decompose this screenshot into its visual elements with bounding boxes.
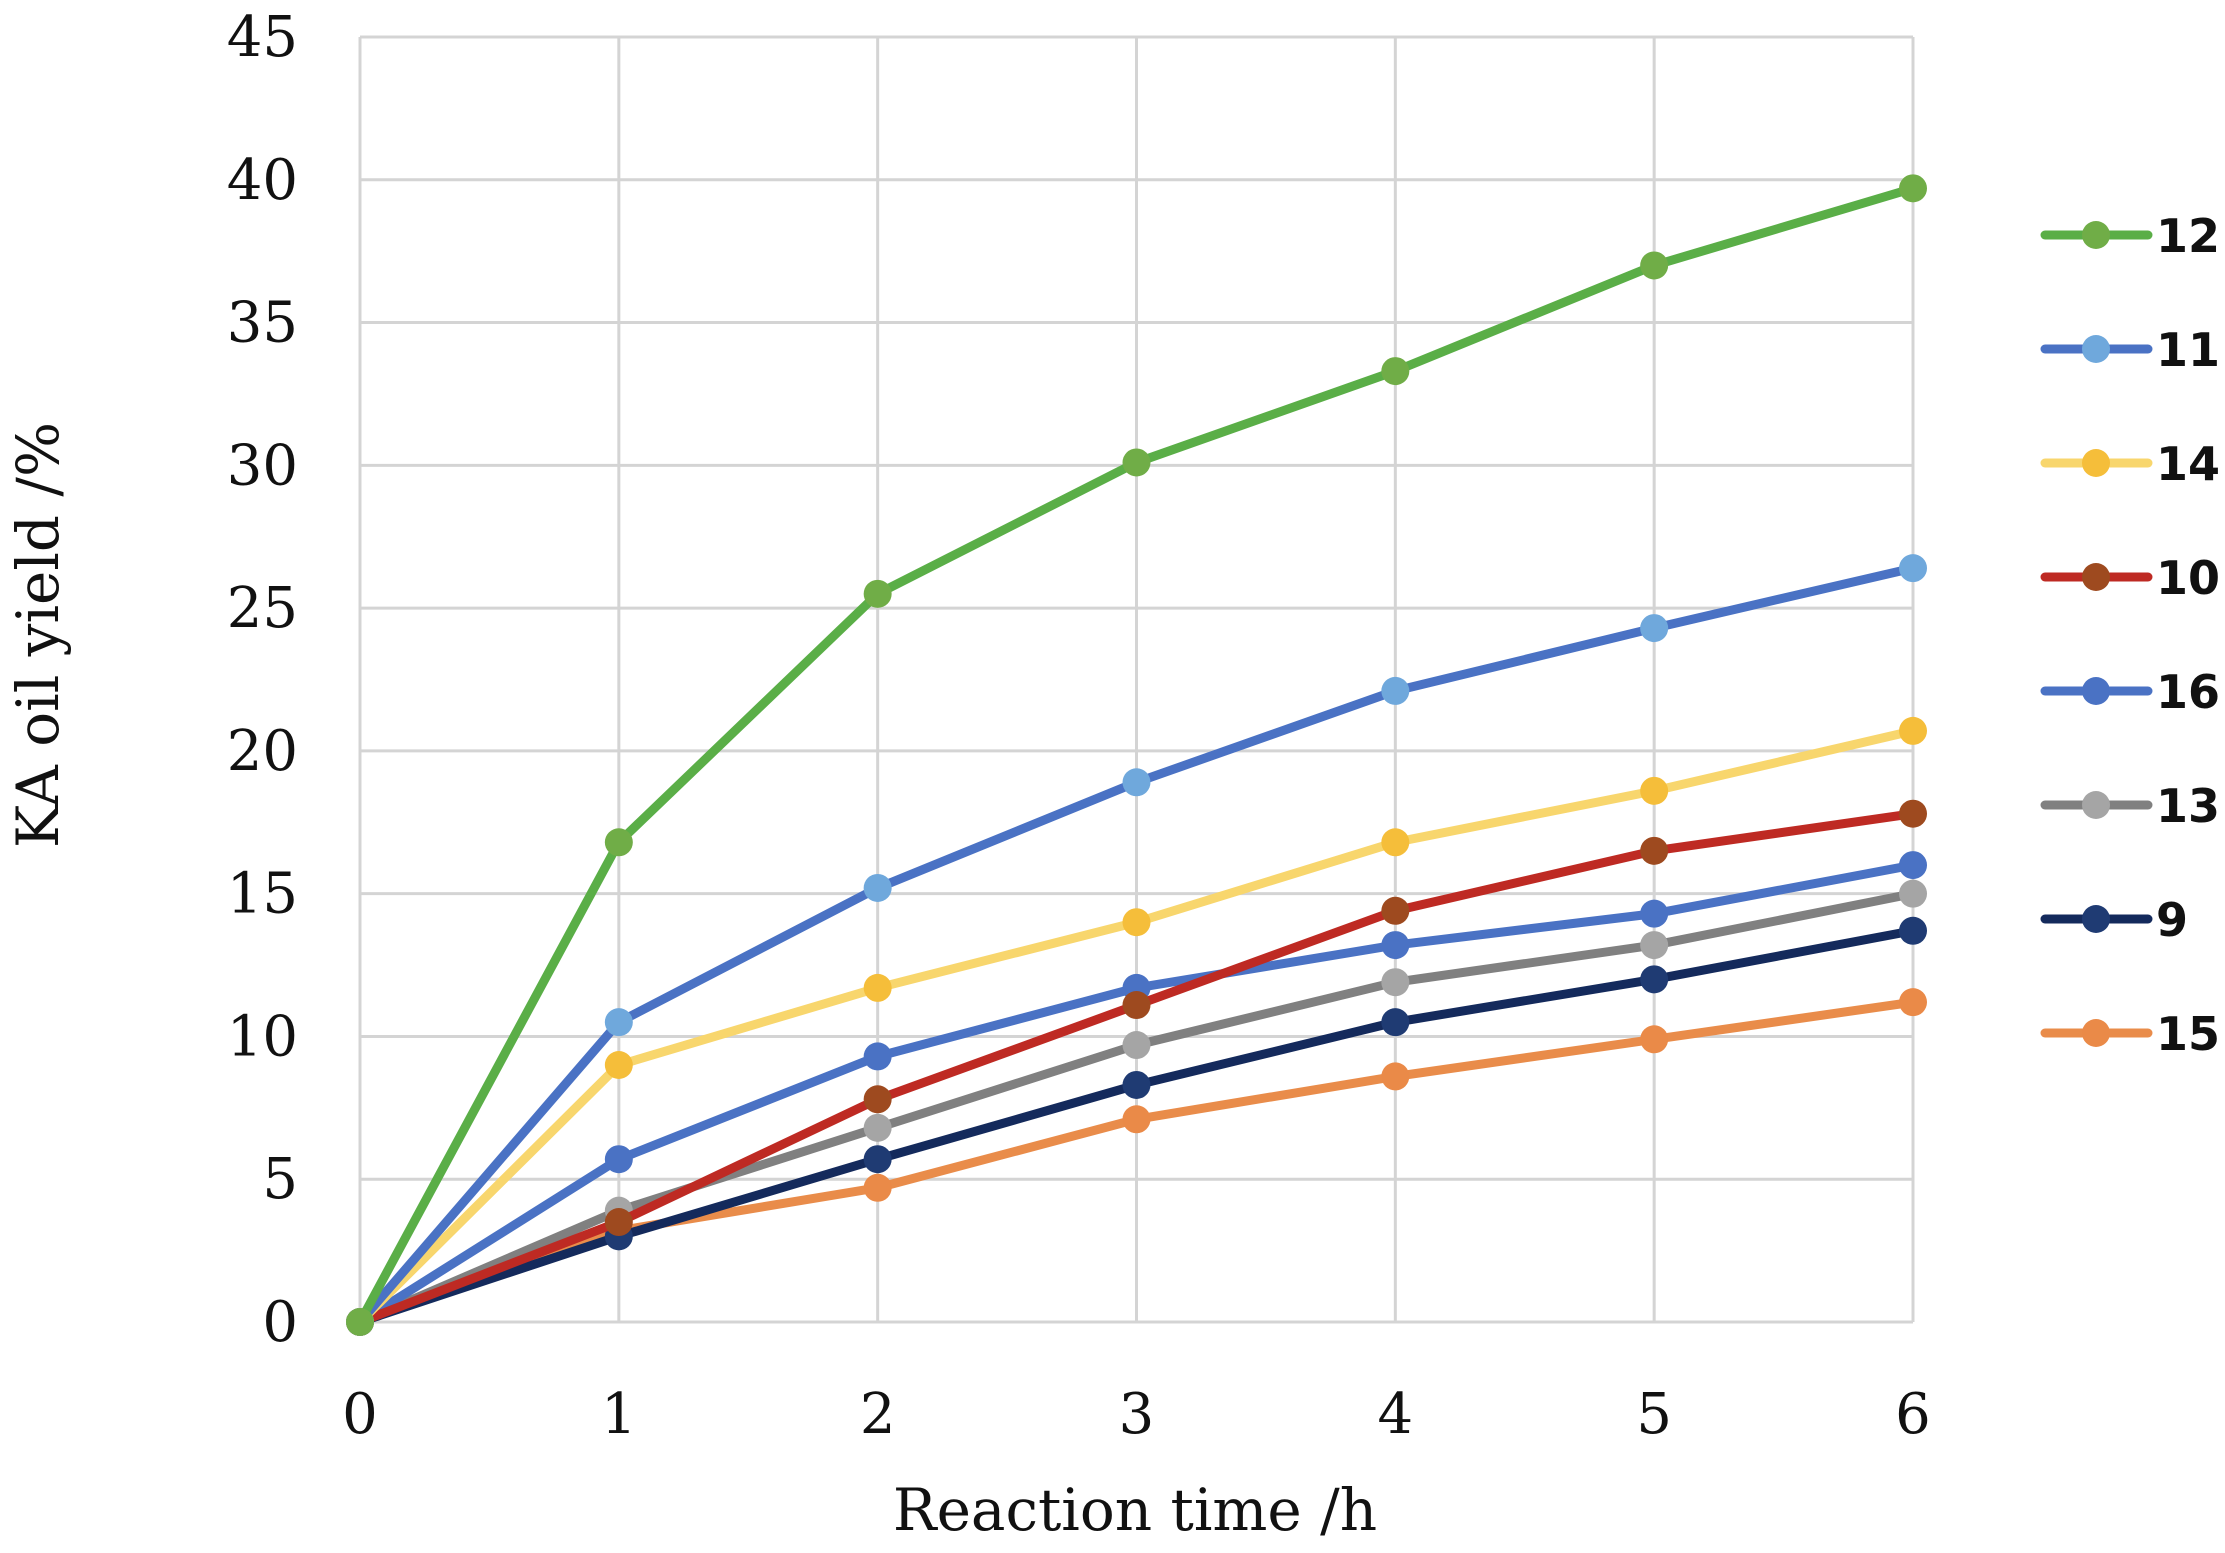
legend-item-10: 10 (2040, 551, 2220, 605)
legend-item-16: 16 (2040, 665, 2220, 719)
data-point-13 (1122, 1031, 1151, 1060)
legend-marker (2082, 221, 2110, 249)
data-point-10 (1381, 896, 1410, 925)
legend-item-12: 12 (2040, 209, 2220, 263)
data-point-12 (1122, 448, 1151, 477)
data-point-16 (1381, 931, 1410, 960)
data-point-13 (1640, 931, 1669, 960)
y-tick-label: 35 (227, 291, 298, 356)
y-tick-label: 25 (227, 576, 298, 641)
data-point-14 (1381, 828, 1410, 857)
legend-marker (2082, 449, 2110, 477)
data-point-12 (1381, 357, 1410, 386)
x-tick-label: 1 (601, 1382, 637, 1447)
series-12 (346, 174, 1927, 1336)
data-point-11 (1899, 554, 1927, 583)
data-point-12 (346, 1308, 374, 1336)
legend-label: 16 (2156, 665, 2220, 719)
legend-label: 14 (2156, 437, 2220, 491)
series (346, 174, 1927, 1336)
data-point-15 (1122, 1105, 1151, 1134)
y-tick-label: 30 (227, 433, 298, 498)
x-axis-ticks: 0 1 2 3 4 5 6 (342, 1382, 1931, 1447)
legend-item-9: 9 (2040, 893, 2188, 947)
data-point-14 (863, 973, 892, 1002)
data-point-16 (604, 1145, 633, 1174)
y-tick-label: 40 (227, 148, 298, 213)
legend-item-14: 14 (2040, 437, 2220, 491)
data-point-10 (863, 1085, 892, 1114)
data-point-9 (1122, 1070, 1151, 1099)
legend-item-11: 11 (2040, 323, 2220, 377)
legend-label: 15 (2156, 1007, 2220, 1061)
x-tick-label: 0 (342, 1382, 378, 1447)
legend-label: 9 (2156, 893, 2188, 947)
data-point-15 (1381, 1062, 1410, 1091)
data-point-14 (1899, 716, 1927, 745)
x-tick-label: 4 (1378, 1382, 1414, 1447)
data-point-14 (1122, 908, 1151, 937)
x-tick-label: 3 (1119, 1382, 1155, 1447)
y-axis-title: KA oil yield /% (4, 422, 72, 848)
legend-label: 10 (2156, 551, 2220, 605)
legend-label: 12 (2156, 209, 2220, 263)
x-tick-label: 5 (1636, 1382, 1672, 1447)
y-tick-label: 0 (262, 1290, 298, 1355)
data-point-10 (1640, 836, 1669, 865)
y-tick-label: 10 (227, 1004, 298, 1069)
x-tick-label: 2 (860, 1382, 896, 1447)
x-axis-title: Reaction time /h (893, 1476, 1377, 1544)
data-point-12 (604, 828, 633, 857)
data-point-11 (1122, 768, 1151, 797)
data-point-11 (1640, 614, 1669, 643)
data-point-9 (1381, 1008, 1410, 1037)
data-point-14 (1640, 776, 1669, 805)
legend-label: 13 (2156, 779, 2220, 833)
legend-marker (2082, 905, 2110, 933)
data-point-11 (863, 873, 892, 902)
data-point-9 (1640, 965, 1669, 994)
data-point-14 (604, 1051, 633, 1079)
data-point-9 (863, 1145, 892, 1174)
data-point-15 (1640, 1025, 1669, 1054)
legend-item-13: 13 (2040, 779, 2220, 833)
y-tick-label: 15 (227, 862, 298, 927)
data-point-16 (1640, 899, 1669, 928)
data-point-12 (1640, 251, 1669, 280)
legend: 12 11 14 10 16 13 9 15 (2040, 209, 2220, 1061)
data-point-13 (1899, 879, 1927, 908)
legend-label: 11 (2156, 323, 2220, 377)
data-point-11 (1381, 676, 1410, 705)
data-point-10 (1899, 799, 1927, 828)
y-axis-ticks: 0 5 10 15 20 25 30 35 40 45 (227, 5, 298, 1355)
data-point-13 (863, 1113, 892, 1142)
y-tick-label: 5 (262, 1147, 298, 1212)
data-point-12 (863, 579, 892, 608)
series-9 (346, 916, 1927, 1336)
data-point-13 (1381, 968, 1410, 997)
data-point-16 (863, 1042, 892, 1071)
legend-marker (2082, 1019, 2110, 1047)
x-tick-label: 6 (1895, 1382, 1931, 1447)
series-14 (346, 716, 1927, 1336)
data-point-9 (1899, 916, 1927, 945)
legend-marker (2082, 335, 2110, 363)
data-point-10 (604, 1208, 633, 1237)
data-point-15 (863, 1173, 892, 1202)
data-point-10 (1122, 991, 1151, 1020)
legend-marker (2082, 677, 2110, 705)
data-point-16 (1899, 851, 1927, 880)
legend-marker (2082, 563, 2110, 591)
y-tick-label: 20 (227, 719, 298, 784)
legend-marker (2082, 791, 2110, 819)
data-point-11 (604, 1008, 633, 1037)
data-point-15 (1899, 988, 1927, 1017)
legend-item-15: 15 (2040, 1007, 2220, 1061)
y-tick-label: 45 (227, 5, 298, 70)
data-point-12 (1899, 174, 1927, 203)
